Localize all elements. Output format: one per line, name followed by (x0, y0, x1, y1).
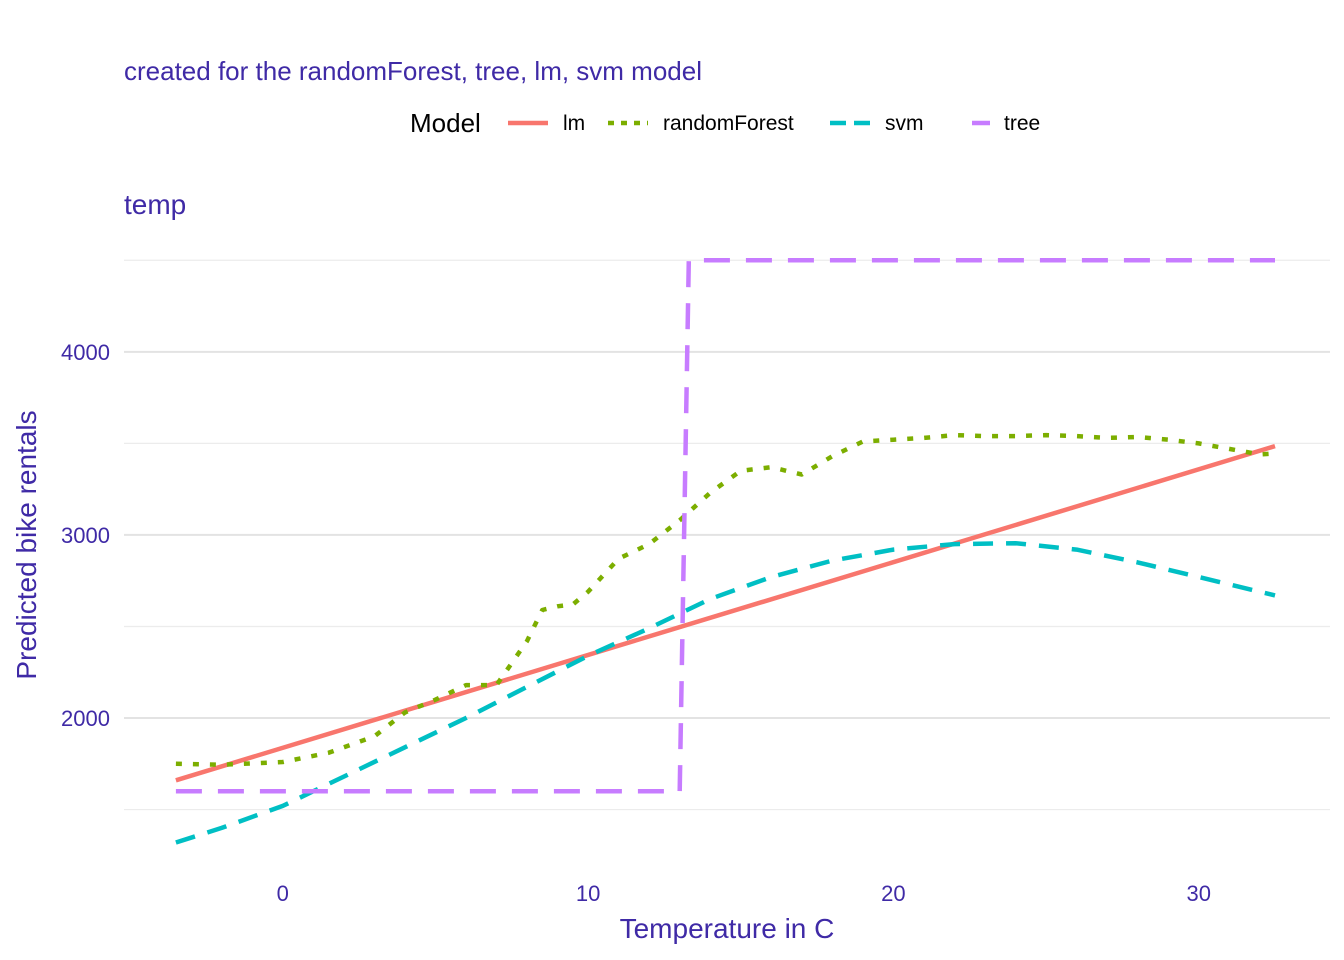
y-tick-label: 3000 (61, 523, 110, 548)
series-line-svm (175, 540, 1276, 845)
y-axis-title: Predicted bike rentals (11, 410, 42, 679)
panel-title: temp (124, 189, 186, 220)
legend-label-lm: lm (563, 112, 585, 135)
chart-subtitle: created for the randomForest, tree, lm, … (124, 56, 702, 86)
gridlines (124, 259, 1330, 811)
legend-title: Model (410, 108, 481, 138)
x-tick-label: 20 (881, 881, 905, 906)
legend-label-svm: svm (885, 112, 924, 135)
legend-label-randomForest: randomForest (663, 112, 794, 135)
series-line-lm (175, 443, 1276, 783)
x-axis-ticks: 0 10 20 30 (277, 881, 1211, 906)
series-line-tree (175, 258, 1275, 794)
x-tick-label: 10 (576, 881, 600, 906)
y-tick-label: 2000 (61, 706, 110, 731)
x-tick-label: 30 (1186, 881, 1210, 906)
legend-label-tree: tree (1004, 112, 1040, 135)
legend: Model lm randomForest svm tree (410, 108, 1040, 138)
series-line-randomForest (175, 432, 1276, 767)
series-layer (175, 258, 1276, 845)
y-tick-label: 4000 (61, 340, 110, 365)
x-axis-title: Temperature in C (620, 913, 835, 944)
x-tick-label: 0 (277, 881, 289, 906)
y-axis-ticks: 2000 3000 4000 (61, 340, 110, 731)
